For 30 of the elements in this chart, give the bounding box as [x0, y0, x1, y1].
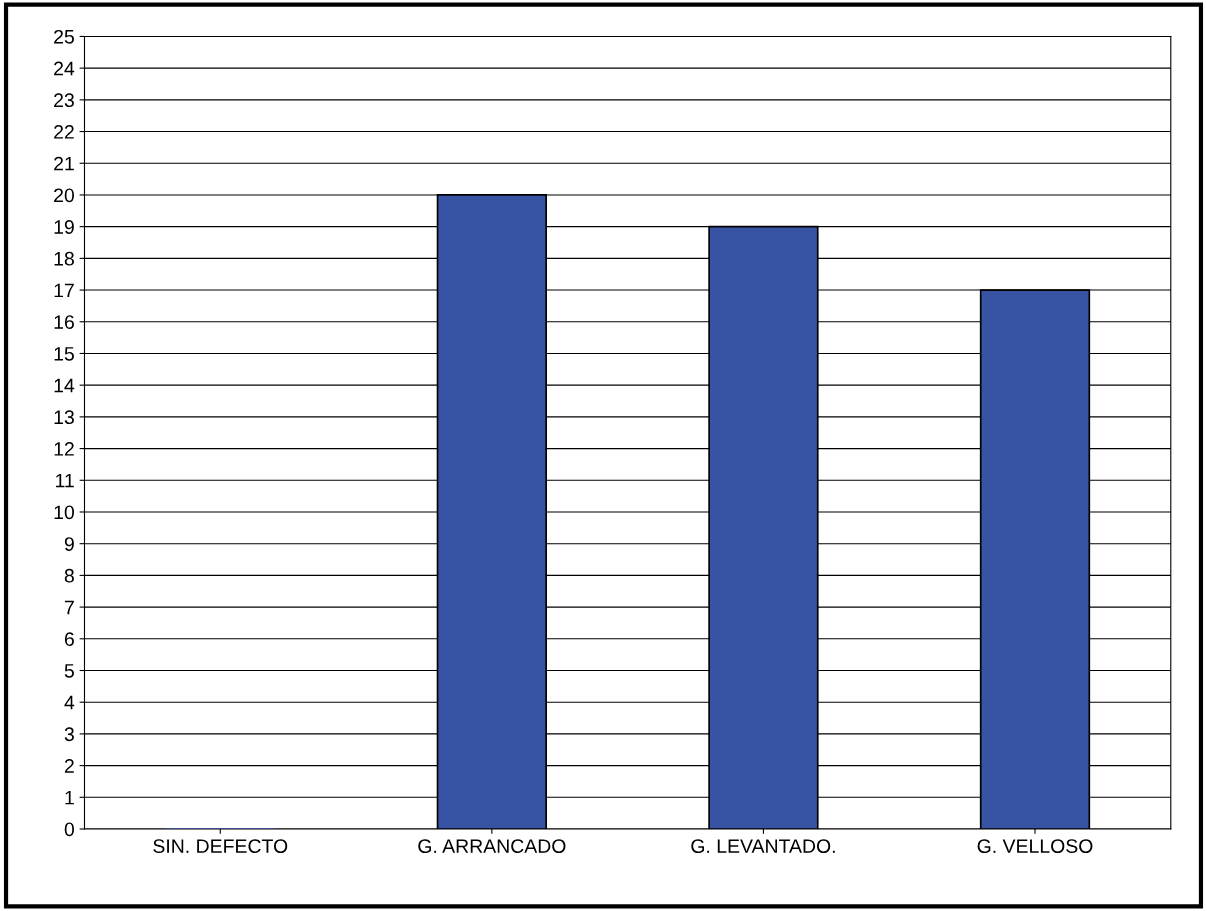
y-tick-label: 25 — [54, 29, 74, 44]
y-tick-label: 8 — [64, 568, 74, 583]
y-tick-label: 11 — [56, 473, 74, 488]
y-tick-label: 22 — [54, 125, 74, 139]
y-tick-label: 17 — [54, 283, 74, 298]
x-tick-label: G. LEVANTADO. — [691, 839, 835, 854]
y-tick-label: 14 — [54, 378, 75, 393]
y-tick-label: 10 — [54, 505, 75, 520]
y-tick-label: 18 — [54, 251, 74, 266]
y-tick-label: 7 — [64, 600, 74, 615]
y-tick-label: 5 — [64, 664, 74, 678]
x-tick-label: G. ARRANCADO — [418, 839, 566, 854]
y-tick-label: 4 — [64, 695, 75, 710]
y-tick-label: 21 — [54, 156, 74, 171]
y-tick-label: 9 — [64, 537, 74, 551]
y-tick-label: 23 — [54, 93, 74, 108]
y-tick-label: 0 — [64, 822, 75, 837]
y-tick-label: 6 — [64, 632, 74, 647]
y-tick-label: 19 — [54, 220, 74, 234]
y-tick-label: 16 — [54, 315, 74, 329]
y-tick-label: 12 — [54, 442, 74, 456]
y-tick-label: 20 — [54, 188, 75, 203]
x-tick-label: SIN. DEFECTO — [153, 839, 288, 854]
y-tick-label: 24 — [54, 61, 75, 76]
y-tick-label: 13 — [54, 410, 74, 425]
y-tick-label: 2 — [64, 759, 74, 773]
y-tick-label: 3 — [64, 727, 74, 742]
y-tick-label: 15 — [54, 347, 74, 361]
x-tick-label: G. VELLOSO — [977, 839, 1093, 854]
y-tick-label: 1 — [65, 790, 74, 805]
